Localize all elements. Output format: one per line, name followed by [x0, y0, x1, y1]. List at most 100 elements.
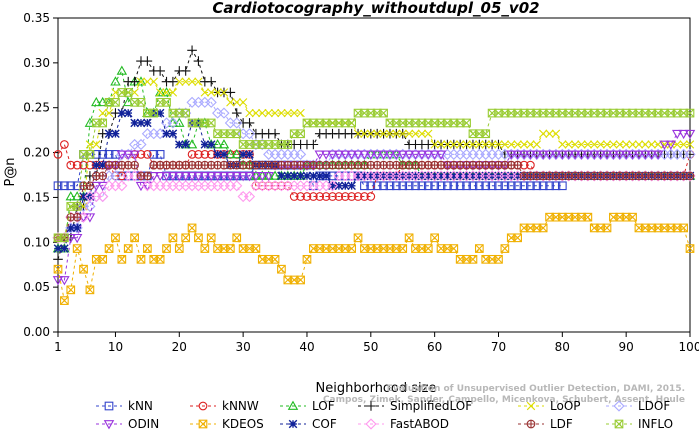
data-point — [545, 181, 554, 191]
data-point — [397, 150, 408, 160]
data-point — [225, 87, 236, 98]
data-point — [212, 139, 223, 149]
data-point — [659, 140, 670, 150]
data-point — [186, 139, 198, 149]
data-point — [72, 160, 82, 170]
data-point — [71, 233, 83, 244]
data-point — [403, 150, 415, 160]
data-point — [609, 140, 618, 149]
data-point — [295, 148, 307, 160]
data-point — [633, 150, 645, 160]
data-point — [384, 150, 396, 160]
data-point — [532, 181, 542, 191]
data-point — [302, 254, 312, 264]
data-point — [379, 129, 388, 138]
x-tick-label: 40 — [299, 340, 314, 354]
data-point — [53, 244, 63, 253]
data-point — [506, 181, 516, 191]
data-point — [206, 118, 216, 128]
data-point — [226, 244, 235, 253]
data-point — [378, 150, 389, 160]
data-point — [353, 129, 363, 138]
data-point — [168, 233, 178, 243]
data-point — [430, 171, 439, 181]
data-point — [436, 181, 446, 191]
data-point — [98, 118, 108, 128]
legend-marker — [613, 400, 625, 412]
data-point — [193, 56, 204, 66]
data-point — [360, 192, 369, 201]
data-point — [283, 140, 293, 149]
data-point — [455, 171, 465, 181]
legend-item-knnw: kNNW — [190, 399, 259, 413]
data-point — [353, 233, 363, 243]
data-point — [194, 77, 203, 86]
data-point — [532, 140, 541, 149]
legend-label: LoOP — [550, 399, 581, 413]
data-point — [679, 140, 688, 149]
data-point — [334, 192, 344, 201]
data-point — [320, 150, 332, 160]
data-point — [449, 181, 459, 191]
data-point — [243, 190, 256, 203]
data-point — [162, 244, 171, 253]
data-point — [296, 108, 305, 118]
legend-marker — [287, 400, 299, 410]
data-point — [340, 150, 351, 160]
data-point — [570, 140, 580, 149]
data-point — [123, 244, 133, 253]
data-point — [602, 140, 612, 149]
data-point — [155, 150, 165, 159]
legend-marker — [288, 419, 298, 429]
data-point — [277, 108, 286, 118]
data-point — [563, 150, 574, 160]
data-point — [122, 150, 134, 160]
data-point — [526, 160, 535, 170]
data-point — [347, 244, 357, 253]
data-point — [270, 108, 280, 118]
data-point — [231, 172, 242, 182]
x-tick-label: 80 — [555, 340, 570, 354]
data-point — [455, 181, 465, 191]
data-point — [155, 88, 165, 97]
data-point — [423, 150, 434, 160]
data-point — [359, 150, 370, 160]
data-point — [379, 108, 388, 118]
data-point — [231, 148, 242, 159]
data-point — [289, 171, 299, 181]
data-point — [290, 108, 299, 118]
data-point — [200, 140, 210, 149]
legend-label: ODIN — [128, 417, 159, 431]
data-point — [53, 254, 63, 265]
data-point — [379, 181, 388, 191]
data-point — [424, 129, 433, 138]
data-point — [551, 181, 561, 191]
data-point — [130, 118, 139, 128]
data-point — [315, 192, 325, 201]
data-point — [684, 148, 696, 160]
data-point — [187, 77, 197, 86]
data-point — [155, 66, 165, 76]
data-point — [129, 150, 140, 160]
data-point — [506, 150, 517, 160]
data-point — [545, 129, 554, 138]
legend-marker — [104, 401, 114, 411]
data-point — [647, 140, 656, 149]
data-point — [117, 108, 127, 118]
data-point — [225, 172, 236, 182]
data-point — [614, 150, 626, 160]
data-point — [143, 118, 152, 128]
data-point — [136, 254, 146, 264]
data-point — [111, 171, 120, 181]
data-point — [60, 244, 69, 253]
data-point — [104, 244, 114, 253]
data-point — [60, 181, 69, 191]
legend-marker — [366, 401, 376, 411]
data-point — [519, 140, 529, 149]
data-point — [98, 171, 108, 181]
data-point — [154, 172, 166, 182]
series-line — [58, 81, 690, 239]
data-point — [455, 140, 465, 149]
data-point — [269, 170, 281, 180]
legend-label: LDF — [550, 417, 573, 431]
